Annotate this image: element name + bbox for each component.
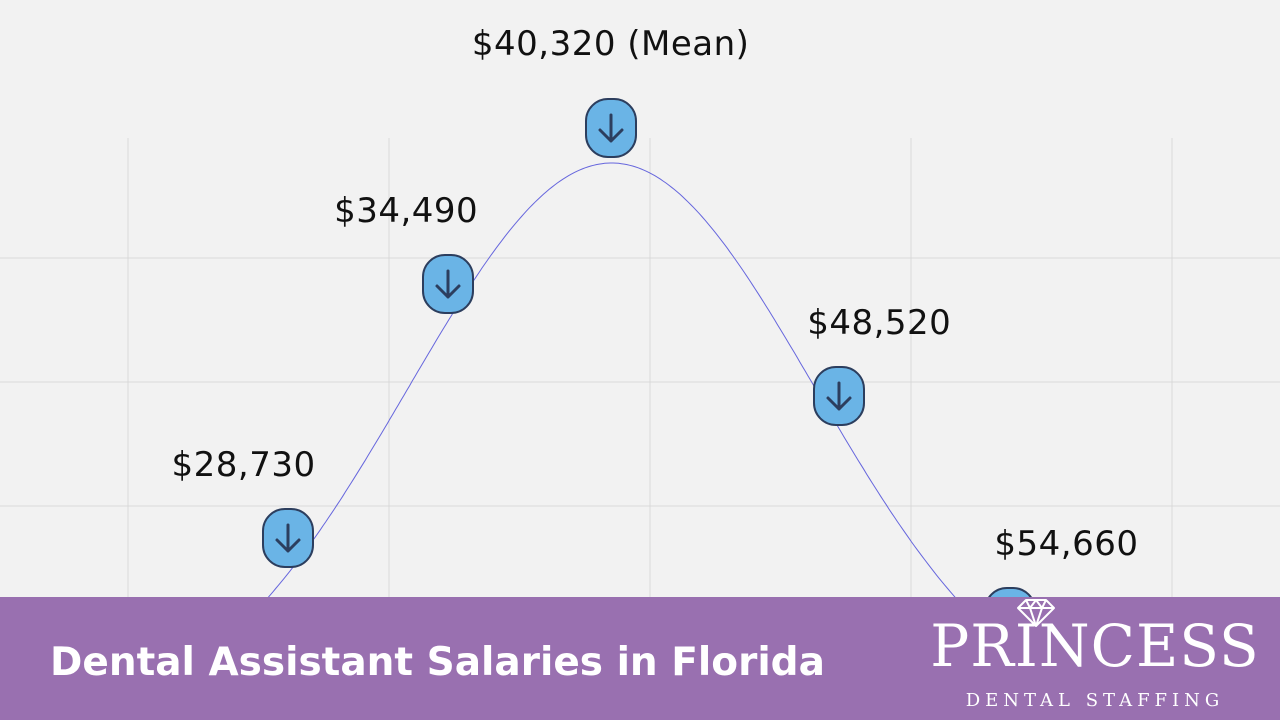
- arrow-down-icon: [261, 507, 315, 569]
- diamond-icon: [1017, 599, 1055, 627]
- salary-label: $34,490: [334, 191, 479, 232]
- footer-title: Dental Assistant Salaries in Florida: [50, 640, 825, 685]
- chart-area: $28,730 $34,490 $40,320 (Mean) $48,520 $54,6…: [0, 24, 1280, 647]
- salary-label: $48,520: [807, 302, 952, 343]
- arrow-down-icon: [584, 97, 638, 159]
- princess-logo: PRINCESS DENTAL STAFFING: [920, 598, 1270, 718]
- logo-name: PRINCESS: [930, 612, 1260, 680]
- arrow-down-icon: [812, 365, 866, 427]
- distribution-curve: [265, 162, 959, 600]
- arrow-down-icon: [421, 253, 475, 315]
- grid-layer: [0, 138, 1280, 600]
- salary-label: $40,320 (Mean): [471, 24, 750, 64]
- salary-distribution-chart: [0, 138, 1280, 600]
- salary-label: $28,730: [171, 444, 316, 485]
- footer-bar: [0, 597, 1280, 720]
- salary-label: $54,660: [994, 523, 1139, 564]
- logo-subtitle: DENTAL STAFFING: [965, 690, 1225, 711]
